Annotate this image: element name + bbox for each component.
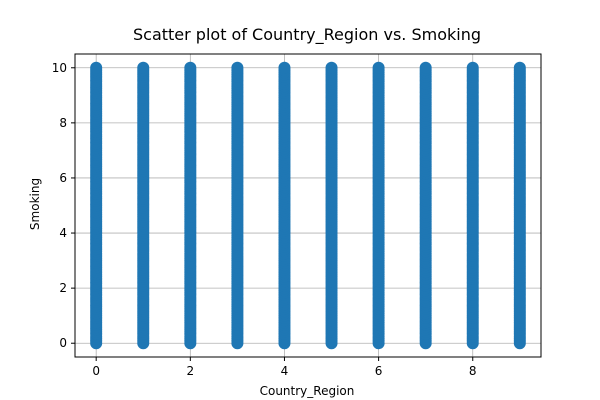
y-tick-label: 4 (59, 226, 67, 240)
x-tick-label: 0 (92, 364, 100, 378)
y-tick-label: 10 (52, 61, 67, 75)
y-tick-label: 2 (59, 281, 67, 295)
data-point (513, 61, 526, 74)
x-axis-label: Country_Region (260, 384, 355, 398)
data-point (231, 61, 244, 74)
y-tick-label: 6 (59, 171, 67, 185)
x-tick-label: 4 (281, 364, 289, 378)
data-point (90, 61, 103, 74)
data-point (466, 61, 479, 74)
chart-title: Scatter plot of Country_Region vs. Smoki… (133, 25, 481, 45)
x-tick-label: 8 (469, 364, 477, 378)
data-point (372, 61, 385, 74)
plot-frame (74, 53, 542, 358)
data-point (419, 61, 432, 74)
x-tick-label: 6 (375, 364, 383, 378)
ticks-layer: 0 2 4 6 8 0 2 4 6 8 10 (52, 61, 477, 378)
y-tick-label: 8 (59, 116, 67, 130)
x-tick-label: 2 (187, 364, 195, 378)
y-tick-label: 0 (59, 336, 67, 350)
points-layer (90, 61, 526, 350)
data-point (278, 61, 291, 74)
data-point (325, 61, 338, 74)
data-point (137, 61, 150, 74)
y-axis-label: Smoking (28, 178, 42, 230)
data-point (184, 61, 197, 74)
